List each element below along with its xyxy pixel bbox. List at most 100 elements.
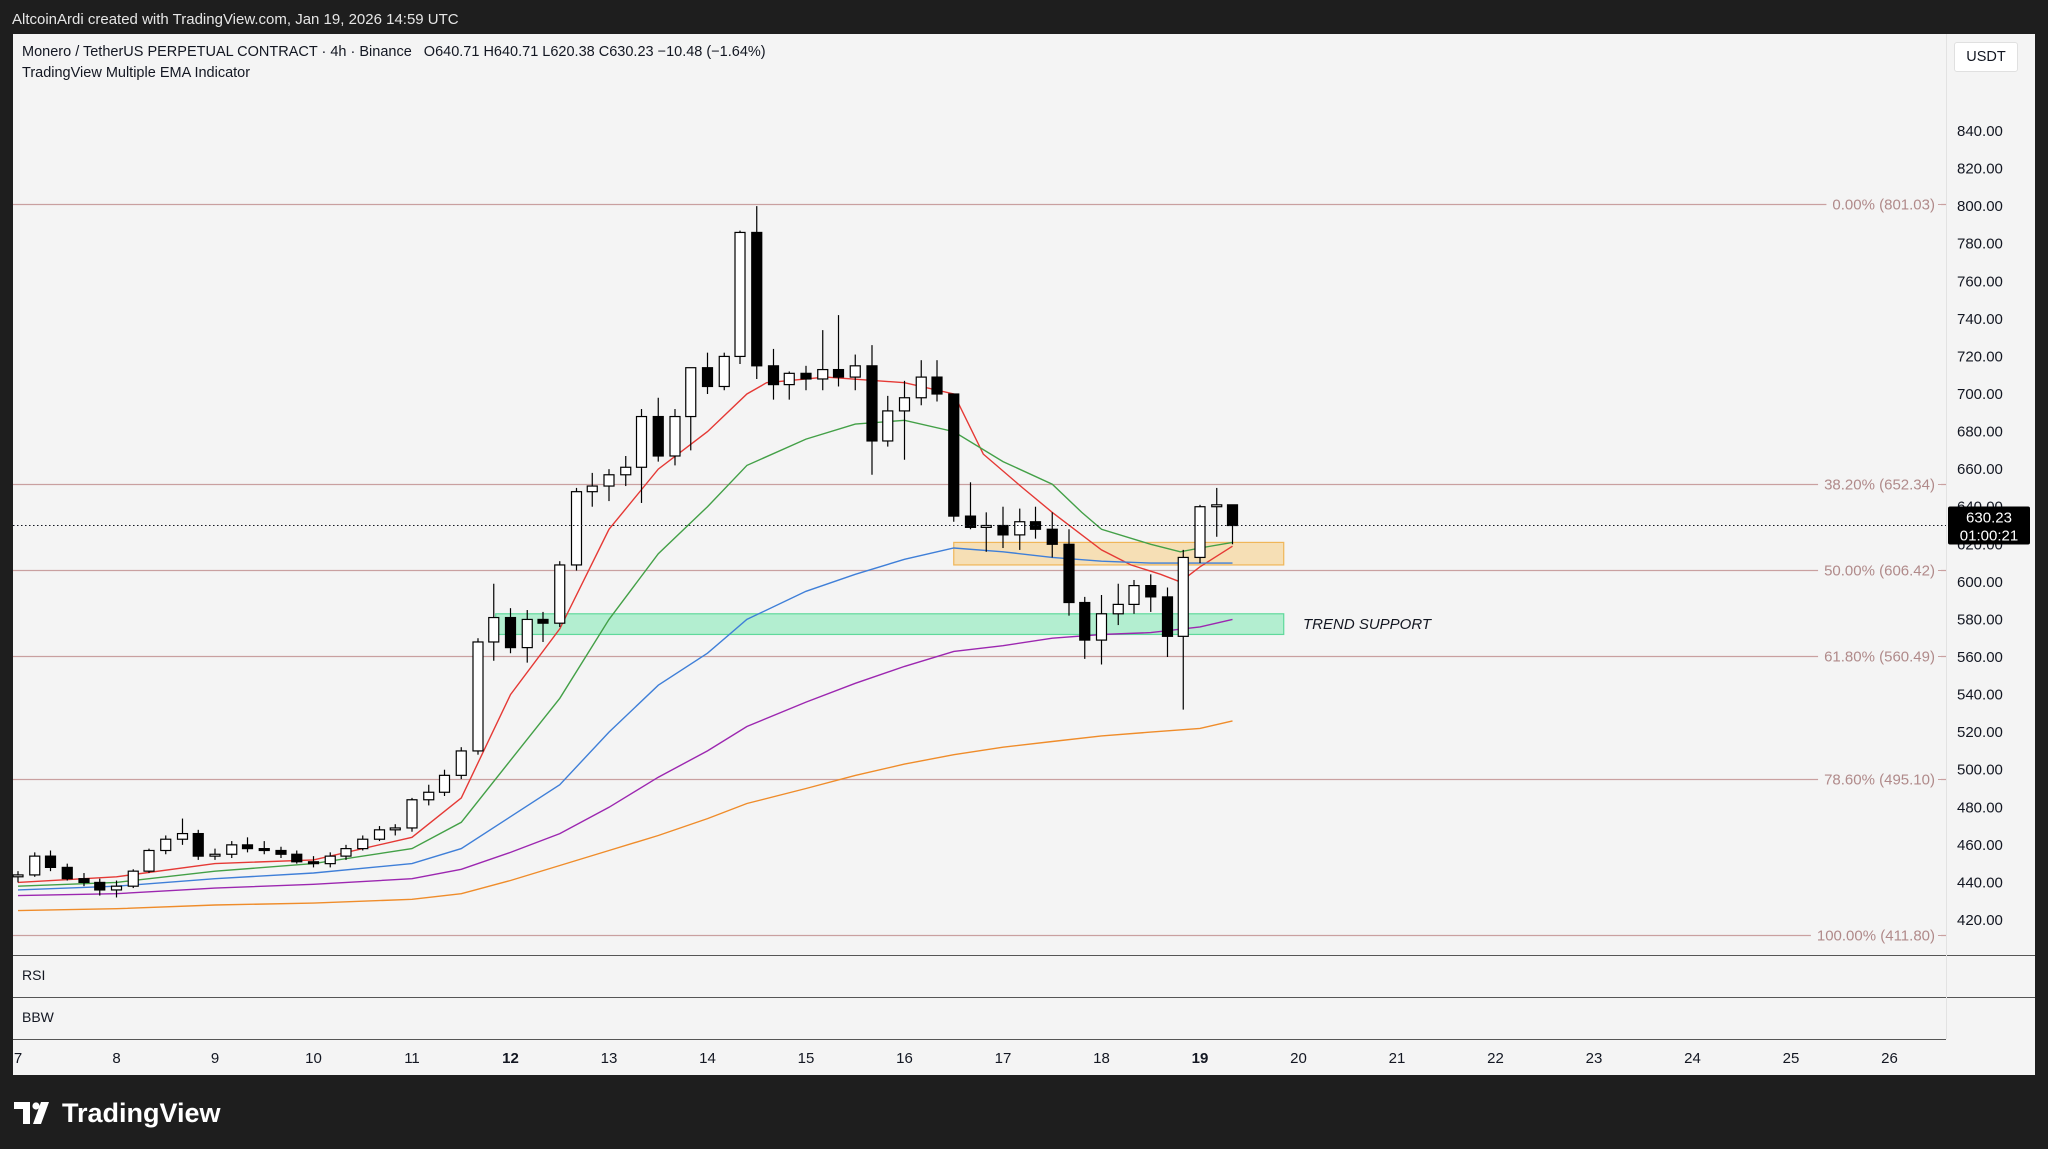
candle[interactable] xyxy=(832,315,845,387)
currency-button[interactable]: USDT xyxy=(1954,42,2018,72)
candle[interactable] xyxy=(176,818,189,845)
candle[interactable] xyxy=(1112,583,1124,626)
indicator-name[interactable]: TradingView Multiple EMA Indicator xyxy=(22,65,251,81)
candle[interactable] xyxy=(1063,529,1075,616)
candle[interactable] xyxy=(685,367,697,451)
candle-body xyxy=(652,415,664,457)
candle[interactable] xyxy=(110,880,123,898)
candle[interactable] xyxy=(701,352,714,394)
ema3-line[interactable] xyxy=(17,547,1233,891)
candle[interactable] xyxy=(340,844,352,860)
candle[interactable] xyxy=(44,850,57,872)
candle[interactable] xyxy=(554,561,566,627)
x-tick-label: 13 xyxy=(601,1050,618,1067)
candle[interactable] xyxy=(1211,487,1223,537)
candle-body xyxy=(61,866,73,880)
candle[interactable] xyxy=(438,769,451,797)
candle[interactable] xyxy=(1046,512,1058,558)
candle-body xyxy=(1194,506,1206,559)
candle[interactable] xyxy=(307,856,320,868)
candle[interactable] xyxy=(94,878,106,896)
rsi-pane-label[interactable]: RSI xyxy=(22,967,46,983)
candle[interactable] xyxy=(258,841,270,855)
candle[interactable] xyxy=(373,826,386,842)
candle[interactable] xyxy=(160,835,172,855)
candle[interactable] xyxy=(652,397,664,462)
candle[interactable] xyxy=(537,611,549,642)
candle[interactable] xyxy=(488,583,500,661)
candle[interactable] xyxy=(1095,595,1108,665)
candle[interactable] xyxy=(1226,504,1239,545)
candle[interactable] xyxy=(669,409,681,466)
candle[interactable] xyxy=(1128,579,1140,614)
candle[interactable] xyxy=(275,846,287,859)
candle[interactable] xyxy=(423,784,435,806)
ema5-line[interactable] xyxy=(17,720,1233,912)
candle[interactable] xyxy=(751,206,763,379)
candle-body xyxy=(1063,543,1075,604)
candle[interactable] xyxy=(455,747,467,780)
candle[interactable] xyxy=(964,482,977,530)
candle[interactable] xyxy=(1194,504,1206,564)
candle[interactable] xyxy=(357,835,369,851)
candle[interactable] xyxy=(12,871,24,883)
candle[interactable] xyxy=(61,863,73,881)
candle[interactable] xyxy=(866,345,878,475)
bbw-pane-label[interactable]: BBW xyxy=(22,1009,54,1025)
candle[interactable] xyxy=(882,395,894,447)
candle[interactable] xyxy=(1161,587,1174,657)
candle[interactable] xyxy=(78,873,90,887)
candle[interactable] xyxy=(734,230,746,364)
candle[interactable] xyxy=(1177,549,1189,710)
y-tick-label: 780.00 xyxy=(1957,236,2003,253)
candle[interactable] xyxy=(324,852,336,868)
ema2-line[interactable] xyxy=(17,419,1233,887)
candle[interactable] xyxy=(29,852,41,877)
candle[interactable] xyxy=(192,829,204,860)
candle[interactable] xyxy=(1014,508,1026,550)
symbol-title[interactable]: Monero / TetherUS PERPETUAL CONTRACT · 4… xyxy=(22,44,412,60)
candle[interactable] xyxy=(406,797,418,832)
bar-countdown: 01:00:21 xyxy=(1960,528,2018,545)
candle[interactable] xyxy=(1079,596,1091,659)
candle[interactable] xyxy=(931,360,943,402)
candle[interactable] xyxy=(800,365,812,391)
candle[interactable] xyxy=(635,409,648,503)
y-tick-label: 680.00 xyxy=(1957,424,2003,441)
candle[interactable] xyxy=(1145,574,1157,612)
tradingview-logo-icon xyxy=(14,1102,49,1124)
candle[interactable] xyxy=(241,837,254,853)
candle[interactable] xyxy=(143,848,155,874)
ema4-line[interactable] xyxy=(17,618,1233,897)
candle[interactable] xyxy=(521,610,533,663)
candle[interactable] xyxy=(586,472,598,507)
candle[interactable] xyxy=(948,393,960,522)
candle[interactable] xyxy=(718,352,730,391)
candles xyxy=(12,206,1239,898)
y-tick-label: 420.00 xyxy=(1957,912,2003,929)
candle[interactable] xyxy=(783,371,795,400)
candle[interactable] xyxy=(620,455,632,487)
candle-body xyxy=(127,870,139,887)
candle[interactable] xyxy=(603,469,615,502)
candle[interactable] xyxy=(570,487,583,571)
candle[interactable] xyxy=(817,330,829,391)
candle[interactable] xyxy=(389,824,401,836)
candle[interactable] xyxy=(997,506,1009,549)
candle[interactable] xyxy=(915,360,927,406)
candle[interactable] xyxy=(1029,506,1042,539)
candle[interactable] xyxy=(127,869,139,889)
candle[interactable] xyxy=(849,354,861,391)
candle[interactable] xyxy=(291,850,303,864)
candle[interactable] xyxy=(767,348,780,400)
candle[interactable] xyxy=(209,848,221,860)
trend-support-label[interactable]: TREND SUPPORT xyxy=(1303,616,1433,633)
candle[interactable] xyxy=(898,380,911,460)
tradingview-logo[interactable]: TradingView xyxy=(14,1097,221,1129)
candle[interactable] xyxy=(226,841,238,859)
candle[interactable] xyxy=(472,638,484,755)
x-tick-label: 24 xyxy=(1684,1050,1701,1067)
footer-bar xyxy=(0,1075,2048,1149)
candle[interactable] xyxy=(504,608,517,654)
